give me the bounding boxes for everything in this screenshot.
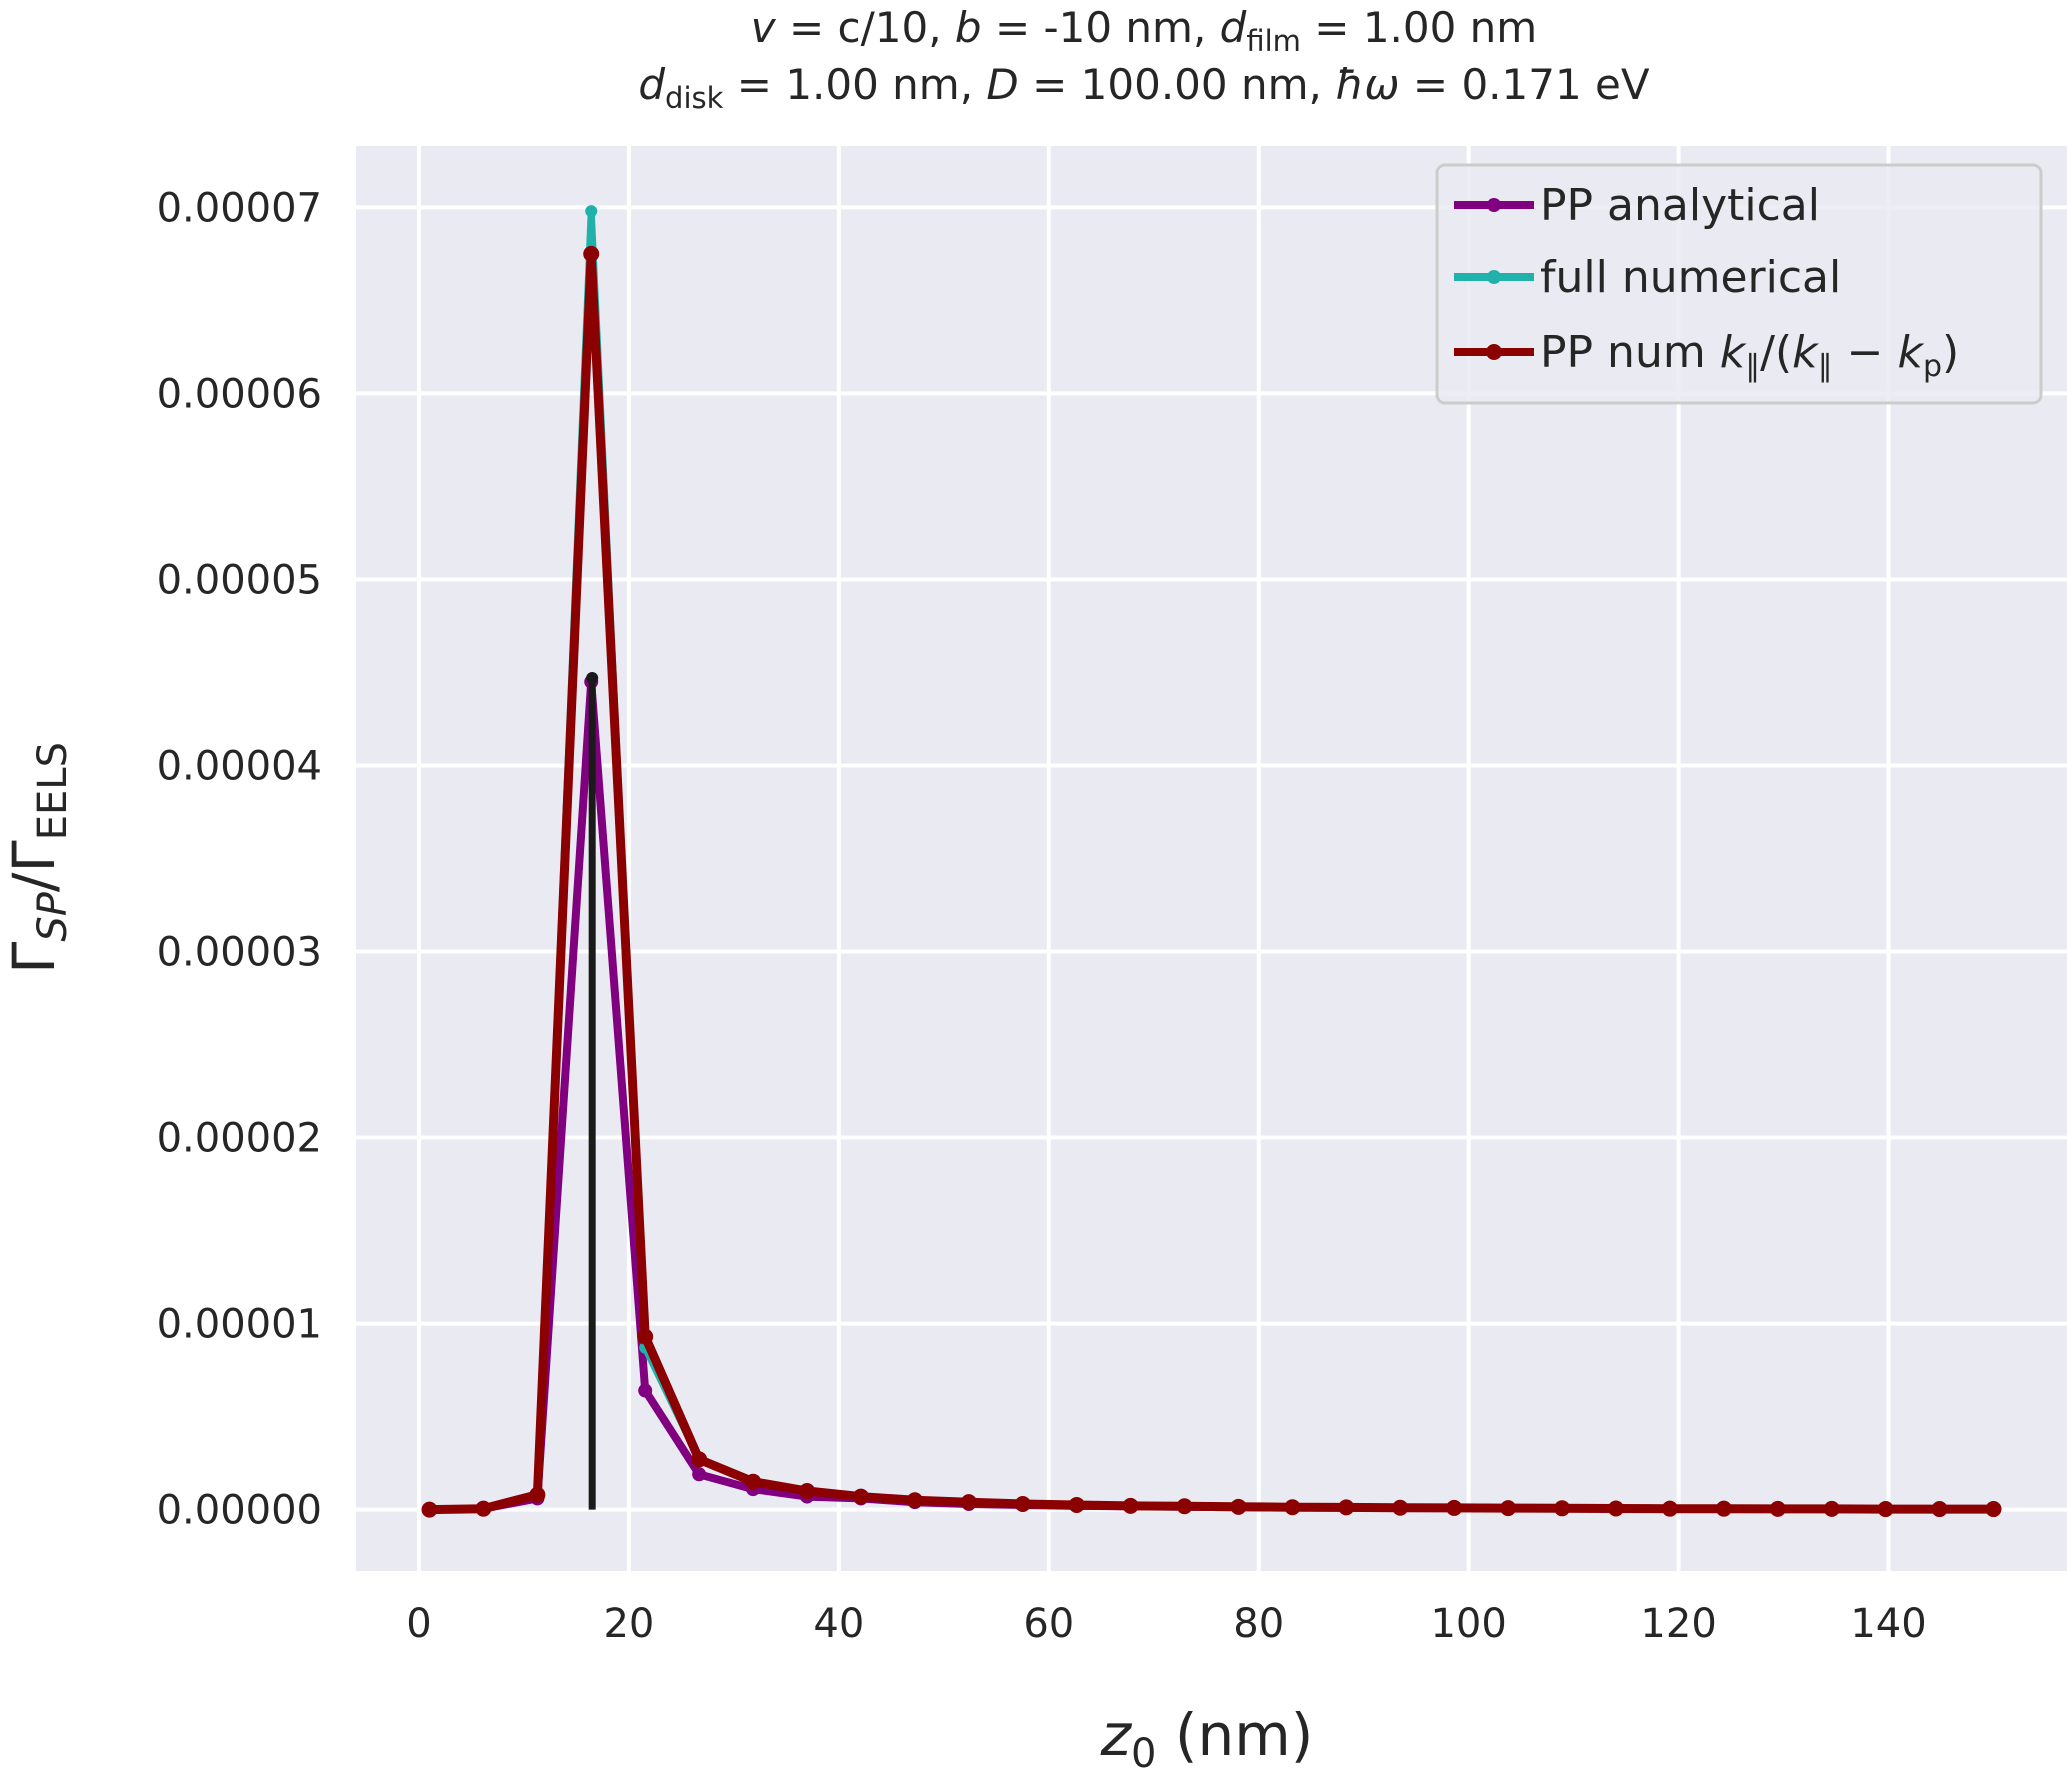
- ticks-layer: 0 20 40 60 80 100 120 140 0.00000 0.00001 0.00002 0…: [157, 185, 1927, 1647]
- y-tick-label-1: 0.00001: [157, 1302, 322, 1348]
- x-axis-label: z0 (nm): [1100, 1701, 1314, 1773]
- x-tick-label-0: 0: [406, 1601, 431, 1647]
- y-tick-label-2: 0.00002: [157, 1116, 322, 1162]
- series-point-full-numerical-3: [585, 205, 598, 218]
- legend-marker-pp-analytical: [1487, 198, 1501, 212]
- series-point-pp-num-k-k-k-p-22: [1607, 1500, 1624, 1517]
- series-point-pp-num-k-k-k-p-21: [1554, 1500, 1571, 1517]
- series-line-pp-num-k-k-k-p: [429, 249, 1994, 1515]
- series-point-pp-num-k-k-k-p-28: [1931, 1501, 1948, 1518]
- vertical-marker-top: [586, 672, 599, 685]
- y-axis-label: ΓSP/ΓEELS: [0, 742, 76, 974]
- series-point-pp-num-k-k-k-p-20: [1500, 1500, 1517, 1517]
- chart-title-line-1: v = c/10, b = -10 nm, dfilm = 1.00 nm: [751, 3, 1537, 58]
- series-point-pp-num-k-k-k-p-0: [421, 1501, 438, 1518]
- x-tick-label-4: 80: [1233, 1601, 1284, 1647]
- x-tick-label-7: 140: [1850, 1601, 1926, 1647]
- chart-title-line-2: ddisk = 1.00 nm, D = 100.00 nm, ħω = 0.1…: [638, 60, 1650, 115]
- y-tick-label-5: 0.00005: [157, 557, 322, 603]
- legend-label-pp-analytical: PP analytical: [1540, 180, 1820, 231]
- series-point-pp-num-k-k-k-p-25: [1769, 1500, 1786, 1517]
- series-point-pp-num-k-k-k-p-14: [1176, 1498, 1193, 1515]
- series-point-pp-num-k-k-k-p-23: [1661, 1500, 1678, 1517]
- series-point-pp-num-k-k-k-p-15: [1230, 1498, 1247, 1515]
- series-point-pp-num-k-k-k-p-6: [745, 1473, 762, 1490]
- series-point-pp-num-k-k-k-p-16: [1284, 1499, 1301, 1516]
- legend-box: [1435, 163, 2043, 405]
- y-tick-label-0: 0.00000: [157, 1488, 322, 1534]
- y-tick-label-7: 0.00007: [157, 185, 322, 231]
- series-point-pp-num-k-k-k-p-5: [691, 1451, 708, 1468]
- y-tick-label-3: 0.00003: [157, 930, 322, 976]
- series-point-pp-num-k-k-k-p-19: [1446, 1499, 1463, 1516]
- x-tick-label-3: 60: [1023, 1601, 1074, 1647]
- series-point-pp-num-k-k-k-p-26: [1823, 1500, 1840, 1517]
- x-tick-label-1: 20: [603, 1601, 654, 1647]
- series-point-pp-num-k-k-k-p-9: [906, 1492, 923, 1509]
- series-point-pp-num-k-k-k-p-3: [583, 245, 600, 262]
- x-tick-label-5: 100: [1430, 1601, 1506, 1647]
- series-point-pp-num-k-k-k-p-8: [852, 1488, 869, 1505]
- legend-entry-pp-analytical: PP analytical: [1454, 180, 1820, 231]
- series-point-pp-num-k-k-k-p-17: [1338, 1499, 1355, 1516]
- y-tick-label-6: 0.00006: [157, 371, 322, 417]
- legend-marker-full-numerical: [1487, 270, 1501, 284]
- series-point-pp-num-k-k-k-p-18: [1392, 1499, 1409, 1516]
- series-point-pp-num-k-k-k-p-10: [960, 1494, 977, 1511]
- legend-marker-pp-num: [1486, 344, 1502, 360]
- series-point-pp-num-k-k-k-p-1: [475, 1500, 492, 1517]
- y-tick-label-4: 0.00004: [157, 743, 322, 789]
- series-layer: [421, 205, 2002, 1518]
- series-point-pp-num-k-k-k-p-29: [1985, 1501, 2002, 1518]
- x-tick-label-2: 40: [813, 1601, 864, 1647]
- series-point-pp-num-k-k-k-p-13: [1122, 1497, 1139, 1514]
- series-point-pp-num-k-k-k-p-24: [1715, 1500, 1732, 1517]
- series-point-pp-analytical-4: [638, 1383, 653, 1398]
- series-point-pp-num-k-k-k-p-27: [1877, 1501, 1894, 1518]
- series-point-pp-num-k-k-k-p-11: [1014, 1496, 1031, 1513]
- series-point-pp-num-k-k-k-p-7: [799, 1483, 816, 1500]
- legend: PP analytical full numerical PP num k∥/(…: [1435, 163, 2043, 405]
- series-point-pp-analytical-5: [692, 1467, 707, 1482]
- series-point-pp-num-k-k-k-p-4: [637, 1328, 654, 1345]
- series-point-pp-num-k-k-k-p-12: [1068, 1496, 1085, 1513]
- series-point-pp-num-k-k-k-p-2: [529, 1486, 546, 1503]
- legend-entry-full-numerical: full numerical: [1454, 252, 1841, 303]
- legend-label-full-numerical: full numerical: [1540, 252, 1841, 303]
- x-tick-label-6: 120: [1640, 1601, 1716, 1647]
